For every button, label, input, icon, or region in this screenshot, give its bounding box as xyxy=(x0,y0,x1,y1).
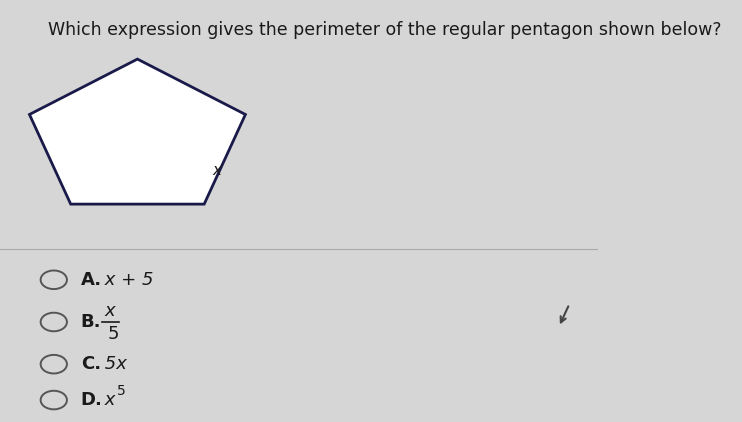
Text: x: x xyxy=(105,302,115,320)
Text: Which expression gives the perimeter of the regular pentagon shown below?: Which expression gives the perimeter of … xyxy=(47,21,721,39)
Text: 5x: 5x xyxy=(99,355,126,373)
Polygon shape xyxy=(30,59,246,204)
Text: 5: 5 xyxy=(116,384,125,398)
Text: 5: 5 xyxy=(108,325,119,343)
Text: A.: A. xyxy=(81,271,102,289)
Text: x + 5: x + 5 xyxy=(99,271,153,289)
Text: x: x xyxy=(99,391,115,409)
Text: D.: D. xyxy=(81,391,102,409)
Text: B.: B. xyxy=(81,313,101,331)
Text: x: x xyxy=(212,163,221,179)
Text: C.: C. xyxy=(81,355,101,373)
